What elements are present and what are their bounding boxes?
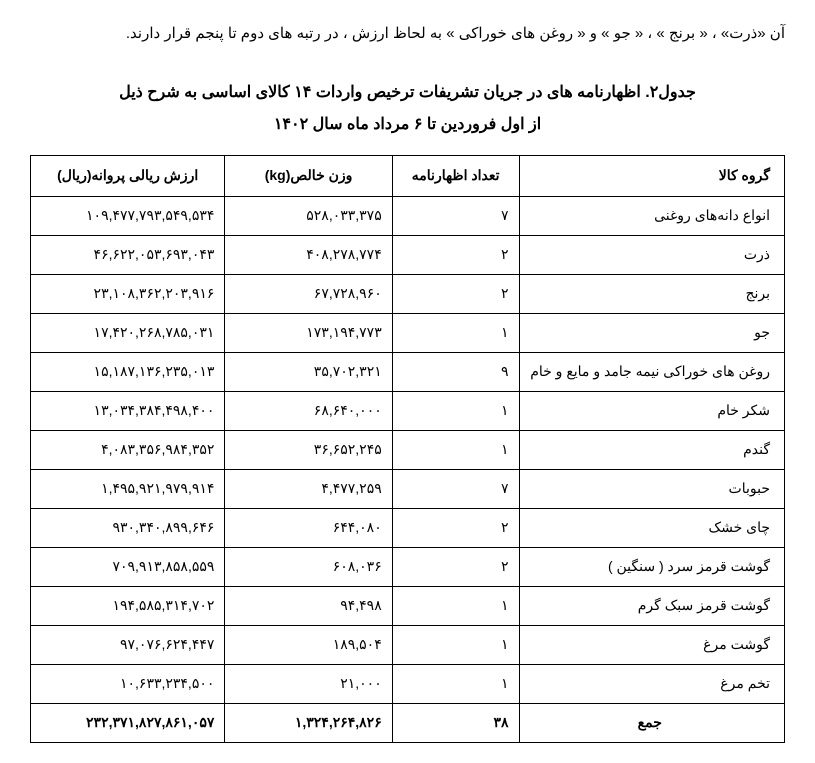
cell-goods: ذرت [519, 235, 784, 274]
cell-weight: ۱۷۳,۱۹۴,۷۷۳ [225, 313, 392, 352]
cell-count: ۱ [392, 430, 519, 469]
sum-weight: ۱,۳۲۴,۲۶۴,۸۲۶ [225, 703, 392, 742]
table-row: انواع دانه‌های روغنی۷۵۲۸,۰۳۳,۳۷۵۱۰۹,۴۷۷,… [31, 196, 785, 235]
cell-count: ۱ [392, 313, 519, 352]
table-header-row: گروه کالا تعداد اظهارنامه وزن خالص(kg) ا… [31, 155, 785, 196]
cell-weight: ۶۸,۶۴۰,۰۰۰ [225, 391, 392, 430]
cell-goods: روغن های خوراکی نیمه جامد و مایع و خام [519, 352, 784, 391]
cell-count: ۷ [392, 196, 519, 235]
cell-value: ۱۰۹,۴۷۷,۷۹۳,۵۴۹,۵۳۴ [31, 196, 225, 235]
table-title-line1: جدول۲. اظهارنامه های در جریان تشریفات تر… [119, 84, 696, 101]
cell-count: ۱ [392, 664, 519, 703]
cell-goods: انواع دانه‌های روغنی [519, 196, 784, 235]
cell-goods: چای خشک [519, 508, 784, 547]
cell-count: ۲ [392, 547, 519, 586]
cell-count: ۹ [392, 352, 519, 391]
table-row: حبوبات۷۴,۴۷۷,۲۵۹۱,۴۹۵,۹۲۱,۹۷۹,۹۱۴ [31, 469, 785, 508]
sum-count: ۳۸ [392, 703, 519, 742]
table-row: روغن های خوراکی نیمه جامد و مایع و خام۹۳… [31, 352, 785, 391]
table-row: جو۱۱۷۳,۱۹۴,۷۷۳۱۷,۴۲۰,۲۶۸,۷۸۵,۰۳۱ [31, 313, 785, 352]
header-goods: گروه کالا [519, 155, 784, 196]
sum-value: ۲۳۲,۳۷۱,۸۲۷,۸۶۱,۰۵۷ [31, 703, 225, 742]
cell-count: ۷ [392, 469, 519, 508]
table-row: ذرت۲۴۰۸,۲۷۸,۷۷۴۴۶,۶۲۲,۰۵۳,۶۹۳,۰۴۳ [31, 235, 785, 274]
cell-count: ۱ [392, 586, 519, 625]
table-row: تخم مرغ۱۲۱,۰۰۰۱۰,۶۳۳,۲۳۴,۵۰۰ [31, 664, 785, 703]
table-sum-row: جمع۳۸۱,۳۲۴,۲۶۴,۸۲۶۲۳۲,۳۷۱,۸۲۷,۸۶۱,۰۵۷ [31, 703, 785, 742]
table-row: گوشت مرغ۱۱۸۹,۵۰۴۹۷,۰۷۶,۶۲۴,۴۴۷ [31, 625, 785, 664]
cell-value: ۹۳۰,۳۴۰,۸۹۹,۶۴۶ [31, 508, 225, 547]
intro-paragraph: آن «ذرت» ، « برنج » ، « جو » و « روغن ها… [30, 20, 785, 49]
cell-count: ۲ [392, 274, 519, 313]
cell-value: ۴۶,۶۲۲,۰۵۳,۶۹۳,۰۴۳ [31, 235, 225, 274]
cell-weight: ۶۰۸,۰۳۶ [225, 547, 392, 586]
cell-weight: ۵۲۸,۰۳۳,۳۷۵ [225, 196, 392, 235]
cell-goods: گوشت قرمز سرد ( سنگین ) [519, 547, 784, 586]
cell-goods: گوشت مرغ [519, 625, 784, 664]
cell-count: ۲ [392, 508, 519, 547]
cell-goods: گندم [519, 430, 784, 469]
cell-value: ۴,۰۸۳,۳۵۶,۹۸۴,۳۵۲ [31, 430, 225, 469]
table-row: شکر خام۱۶۸,۶۴۰,۰۰۰۱۳,۰۳۴,۳۸۴,۴۹۸,۴۰۰ [31, 391, 785, 430]
cell-count: ۲ [392, 235, 519, 274]
cell-goods: جو [519, 313, 784, 352]
cell-value: ۱۰,۶۳۳,۲۳۴,۵۰۰ [31, 664, 225, 703]
cell-weight: ۱۸۹,۵۰۴ [225, 625, 392, 664]
table-title-line2: از اول فروردین تا ۶ مرداد ماه سال ۱۴۰۲ [274, 116, 541, 133]
cell-value: ۲۳,۱۰۸,۳۶۲,۲۰۳,۹۱۶ [31, 274, 225, 313]
cell-value: ۱۷,۴۲۰,۲۶۸,۷۸۵,۰۳۱ [31, 313, 225, 352]
header-count: تعداد اظهارنامه [392, 155, 519, 196]
cell-goods: شکر خام [519, 391, 784, 430]
cell-goods: حبوبات [519, 469, 784, 508]
cell-value: ۱۹۴,۵۸۵,۳۱۴,۷۰۲ [31, 586, 225, 625]
cell-weight: ۶۷,۷۲۸,۹۶۰ [225, 274, 392, 313]
cell-goods: برنج [519, 274, 784, 313]
header-value: ارزش ریالی پروانه(ریال) [31, 155, 225, 196]
sum-label: جمع [519, 703, 784, 742]
cell-weight: ۹۴,۴۹۸ [225, 586, 392, 625]
table-row: گوشت قرمز سبک گرم۱۹۴,۴۹۸۱۹۴,۵۸۵,۳۱۴,۷۰۲ [31, 586, 785, 625]
cell-goods: تخم مرغ [519, 664, 784, 703]
cell-value: ۱,۴۹۵,۹۲۱,۹۷۹,۹۱۴ [31, 469, 225, 508]
header-weight: وزن خالص(kg) [225, 155, 392, 196]
cell-value: ۱۵,۱۸۷,۱۳۶,۲۳۵,۰۱۳ [31, 352, 225, 391]
table-row: گندم۱۳۶,۶۵۲,۲۴۵۴,۰۸۳,۳۵۶,۹۸۴,۳۵۲ [31, 430, 785, 469]
cell-count: ۱ [392, 391, 519, 430]
cell-goods: گوشت قرمز سبک گرم [519, 586, 784, 625]
cell-weight: ۳۵,۷۰۲,۳۲۱ [225, 352, 392, 391]
cell-weight: ۶۴۴,۰۸۰ [225, 508, 392, 547]
cell-value: ۱۳,۰۳۴,۳۸۴,۴۹۸,۴۰۰ [31, 391, 225, 430]
cell-weight: ۴۰۸,۲۷۸,۷۷۴ [225, 235, 392, 274]
table-row: چای خشک۲۶۴۴,۰۸۰۹۳۰,۳۴۰,۸۹۹,۶۴۶ [31, 508, 785, 547]
goods-table: گروه کالا تعداد اظهارنامه وزن خالص(kg) ا… [30, 155, 785, 743]
table-row: گوشت قرمز سرد ( سنگین )۲۶۰۸,۰۳۶۷۰۹,۹۱۳,۸… [31, 547, 785, 586]
table-row: برنج۲۶۷,۷۲۸,۹۶۰۲۳,۱۰۸,۳۶۲,۲۰۳,۹۱۶ [31, 274, 785, 313]
cell-weight: ۲۱,۰۰۰ [225, 664, 392, 703]
cell-weight: ۳۶,۶۵۲,۲۴۵ [225, 430, 392, 469]
cell-weight: ۴,۴۷۷,۲۵۹ [225, 469, 392, 508]
cell-count: ۱ [392, 625, 519, 664]
table-title: جدول۲. اظهارنامه های در جریان تشریفات تر… [30, 77, 785, 141]
cell-value: ۹۷,۰۷۶,۶۲۴,۴۴۷ [31, 625, 225, 664]
cell-value: ۷۰۹,۹۱۳,۸۵۸,۵۵۹ [31, 547, 225, 586]
